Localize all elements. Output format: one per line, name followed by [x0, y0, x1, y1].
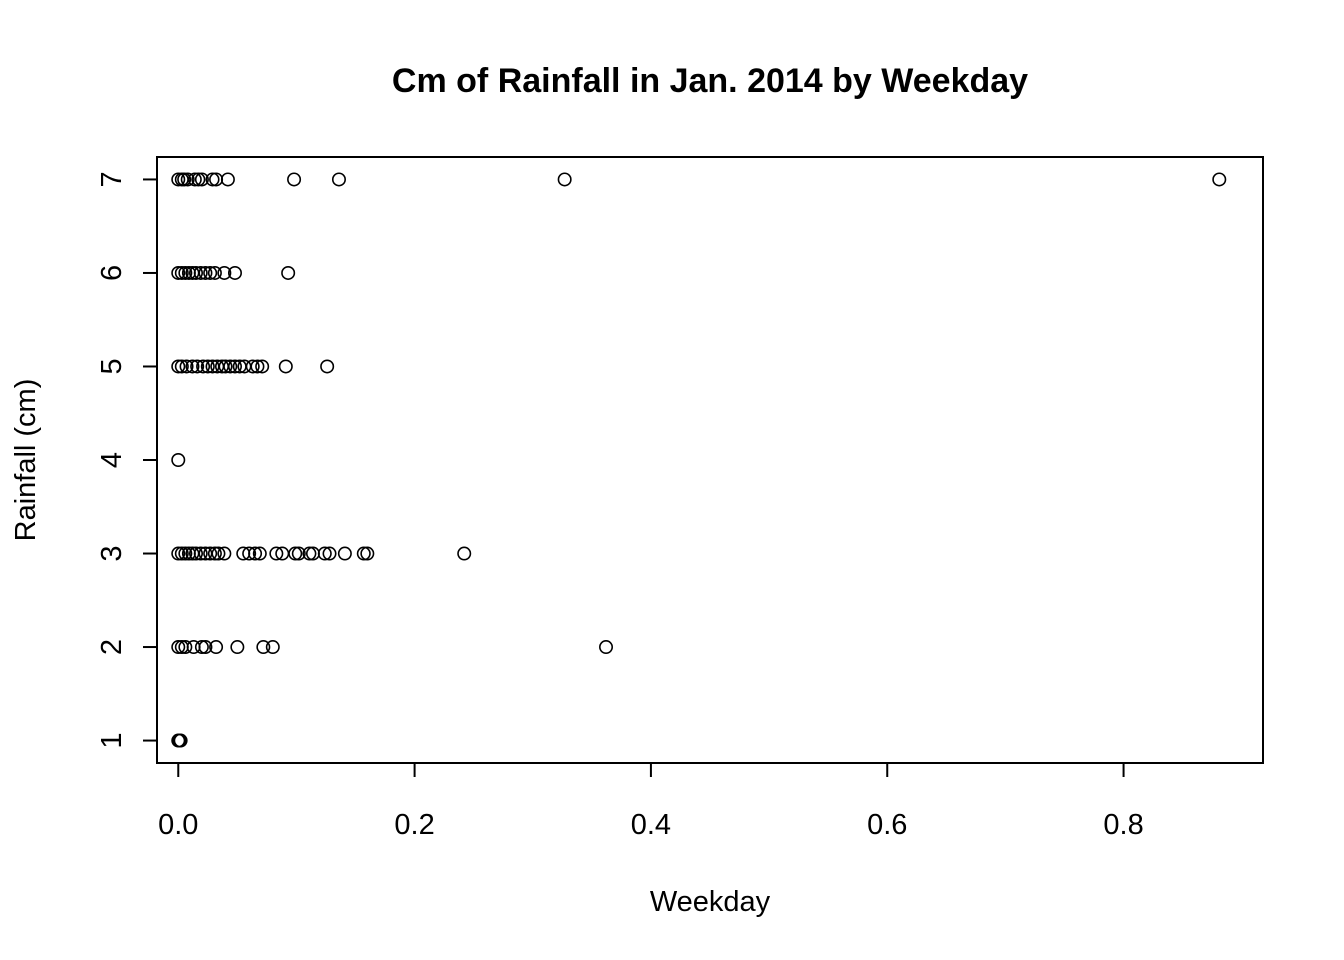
- data-point: [188, 265, 203, 280]
- data-point: [1212, 172, 1227, 187]
- data-point: [337, 546, 352, 561]
- data-point: [457, 546, 472, 561]
- data-point: [194, 640, 209, 655]
- data-point: [252, 546, 267, 561]
- data-point: [255, 359, 270, 374]
- data-point: [217, 265, 232, 280]
- data-point: [245, 359, 260, 374]
- data-point: [223, 359, 238, 374]
- data-point: [174, 546, 189, 561]
- data-point: [217, 546, 232, 561]
- data-point: [188, 546, 203, 561]
- y-tick-label: 6: [96, 265, 128, 281]
- data-point: [203, 265, 218, 280]
- y-tick-label: 3: [96, 545, 128, 561]
- data-point: [220, 172, 235, 187]
- data-point: [185, 359, 200, 374]
- data-point: [178, 265, 193, 280]
- data-point: [242, 546, 257, 561]
- x-tick-label: 0.0: [158, 809, 198, 841]
- data-point: [278, 359, 293, 374]
- data-point: [265, 640, 280, 655]
- data-point: [179, 359, 194, 374]
- y-axis: 1 2 3 4 5 6 7: [96, 171, 158, 749]
- data-point: [250, 359, 265, 374]
- data-point: [356, 546, 371, 561]
- x-tick-label: 0.8: [1103, 809, 1143, 841]
- data-point: [198, 265, 213, 280]
- data-point: [171, 172, 186, 187]
- data-point: [171, 546, 186, 561]
- data-point: [557, 172, 572, 187]
- data-point: [171, 640, 186, 655]
- data-point: [193, 546, 208, 561]
- x-tick-label: 0.6: [867, 809, 907, 841]
- y-tick-label: 1: [96, 732, 128, 748]
- data-point: [180, 172, 195, 187]
- plot-frame: [156, 156, 1264, 764]
- x-tick-label: 0.2: [394, 809, 434, 841]
- data-point: [287, 172, 302, 187]
- data-point: [302, 546, 317, 561]
- data-points: [171, 172, 1227, 748]
- y-tick-label: 7: [96, 171, 128, 187]
- data-point: [171, 265, 186, 280]
- y-tick-label: 5: [96, 358, 128, 374]
- data-point: [191, 172, 206, 187]
- data-point: [599, 640, 614, 655]
- data-point: [171, 359, 186, 374]
- x-tick-label: 0.4: [631, 809, 671, 841]
- data-point: [281, 265, 296, 280]
- data-point: [174, 359, 189, 374]
- data-point: [173, 733, 188, 748]
- data-point: [227, 359, 242, 374]
- data-point: [198, 640, 213, 655]
- data-point: [193, 265, 208, 280]
- data-point: [320, 359, 335, 374]
- data-point: [256, 640, 271, 655]
- data-point: [317, 546, 332, 561]
- data-point: [194, 172, 209, 187]
- data-point: [230, 640, 245, 655]
- data-point: [209, 640, 224, 655]
- y-axis-label: Rainfall (cm): [10, 379, 42, 542]
- data-point: [207, 265, 222, 280]
- y-tick-label: 2: [96, 639, 128, 655]
- data-point: [178, 546, 193, 561]
- data-point: [190, 359, 205, 374]
- data-point: [248, 546, 263, 561]
- data-point: [322, 546, 337, 561]
- data-point: [227, 265, 242, 280]
- data-point: [177, 172, 192, 187]
- data-point: [207, 546, 222, 561]
- data-point: [360, 546, 375, 561]
- data-point: [171, 452, 186, 467]
- data-point: [174, 265, 189, 280]
- data-point: [331, 172, 346, 187]
- chart-title: Cm of Rainfall in Jan. 2014 by Weekday: [392, 62, 1028, 100]
- data-point: [187, 172, 202, 187]
- data-point: [196, 359, 211, 374]
- data-point: [205, 172, 220, 187]
- x-axis: 0.0 0.2 0.4 0.6 0.8: [158, 762, 1144, 841]
- data-point: [211, 546, 226, 561]
- data-point: [218, 359, 233, 374]
- data-point: [269, 546, 284, 561]
- data-point: [288, 546, 303, 561]
- data-point: [203, 546, 218, 561]
- x-axis-label: Weekday: [650, 886, 771, 918]
- data-point: [200, 359, 215, 374]
- y-tick-label: 4: [96, 452, 128, 468]
- data-point: [178, 640, 193, 655]
- data-point: [291, 546, 306, 561]
